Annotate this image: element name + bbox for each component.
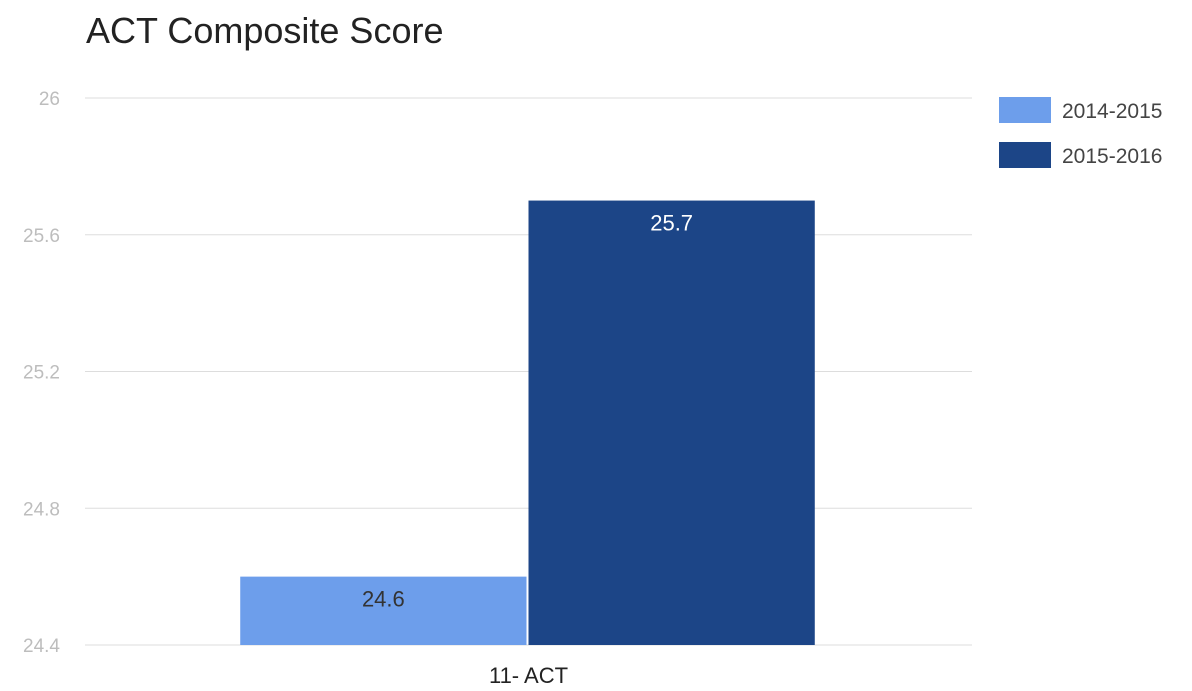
legend: 2014-2015 2015-2016 — [999, 97, 1162, 168]
y-tick-label: 24.8 — [23, 499, 60, 520]
bar-value-label: 24.6 — [362, 587, 405, 612]
y-tick-label: 25.2 — [23, 363, 60, 384]
bar-2014-2015 — [240, 576, 527, 645]
x-category-label: 11- ACT — [489, 663, 568, 688]
y-tick-label: 24.4 — [23, 636, 60, 657]
legend-label: 2015-2016 — [1062, 145, 1162, 168]
bar-2015-2016 — [528, 200, 815, 645]
y-axis: 24.4 24.8 25.2 25.6 26 — [23, 89, 60, 657]
x-axis: 11- ACT — [489, 663, 568, 688]
bar-value-label: 25.7 — [650, 211, 693, 236]
y-tick-label: 25.6 — [23, 226, 60, 247]
bars: 24.6 25.7 — [240, 200, 815, 645]
legend-label: 2014-2015 — [1062, 100, 1162, 123]
legend-swatch — [999, 142, 1051, 168]
chart-title: ACT Composite Score — [86, 10, 444, 51]
y-tick-label: 26 — [39, 89, 60, 110]
legend-swatch — [999, 97, 1051, 123]
